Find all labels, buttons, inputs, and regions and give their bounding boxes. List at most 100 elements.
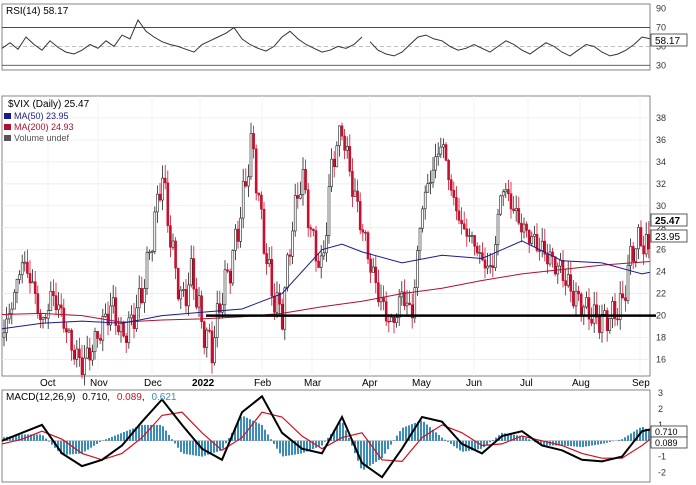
macd-hist-bar — [444, 439, 446, 441]
candle-body — [491, 265, 495, 268]
macd-hist-bar — [474, 440, 476, 450]
candle-body — [93, 331, 97, 353]
candle-body — [228, 270, 232, 284]
x-tick-label: Jul — [520, 378, 533, 389]
macd-tick-label: -2 — [658, 467, 666, 477]
candle-body — [5, 318, 8, 334]
candle-body — [332, 158, 336, 168]
candle-body — [231, 250, 235, 284]
hist-value: 0.621 — [151, 392, 176, 403]
macd-hist-bar — [303, 440, 305, 453]
macd-hist-bar — [48, 440, 50, 442]
macd-hist-bar — [147, 424, 149, 441]
candle-body — [530, 236, 534, 244]
macd-hist-bar — [582, 440, 584, 447]
candle-body — [239, 217, 242, 242]
macd-hist-bar — [576, 440, 578, 447]
macd-hist-bar — [429, 427, 431, 441]
macd-hist-bar — [519, 435, 521, 441]
macd-hist-bar — [210, 440, 212, 454]
macd-hist-bar — [135, 427, 137, 441]
legend-ma200: MA(200) 24.93 — [14, 122, 74, 132]
candle-body — [65, 328, 68, 333]
candle-body — [496, 213, 500, 245]
macd-hist-bar — [627, 435, 629, 441]
macd-hist-bar — [336, 426, 338, 441]
candle-body — [215, 303, 219, 338]
candle-body — [327, 186, 331, 236]
macd-hist-bar — [192, 440, 194, 456]
signal-current-label: 0.089 — [655, 438, 678, 448]
candle-body — [317, 260, 320, 268]
candle-body — [223, 269, 227, 306]
macd-hist-bar — [414, 422, 416, 441]
candle-body — [13, 292, 16, 310]
price-tick-label: 36 — [656, 135, 666, 145]
candle-body — [301, 169, 305, 196]
macd-hist-bar — [525, 437, 527, 441]
x-tick-label: Dec — [144, 378, 162, 389]
macd-hist-bar — [84, 440, 86, 452]
candle-body — [260, 194, 263, 210]
candle-body — [296, 195, 300, 199]
macd-hist-bar — [240, 417, 242, 441]
macd-hist-bar — [420, 420, 422, 441]
macd-hist-bar — [39, 434, 41, 441]
macd-hist-bar — [243, 416, 245, 441]
candle-body — [44, 316, 47, 319]
macd-current-label: 0.710 — [655, 427, 678, 437]
macd-hist-bar — [246, 417, 248, 441]
macd-hist-bar — [132, 428, 134, 441]
macd-hist-bar — [573, 440, 575, 447]
candle-body — [621, 293, 625, 299]
candle-body — [15, 279, 19, 293]
candle-body — [286, 254, 289, 289]
candle-body — [634, 248, 638, 262]
price-tick-label: 30 — [656, 201, 666, 211]
macd-hist-bar — [171, 439, 173, 441]
candle-body — [369, 258, 372, 273]
candle-body — [400, 291, 404, 298]
candle-body — [642, 245, 645, 255]
candle-body — [358, 201, 362, 231]
macd-label: MACD(12,26,9) 0.710, 0.089, 0.621 — [6, 392, 177, 403]
candle-body — [517, 208, 521, 224]
candle-body — [452, 189, 456, 198]
macd-hist-bar — [162, 426, 164, 441]
candle-body — [309, 227, 313, 230]
candle-body — [488, 265, 492, 267]
candle-body — [397, 296, 401, 318]
candle-body — [590, 318, 593, 324]
candle-body — [137, 288, 141, 309]
candle-body — [629, 246, 632, 266]
price-tick-label: 38 — [656, 113, 666, 123]
macd-hist-bar — [174, 440, 176, 444]
candle-body — [254, 148, 258, 194]
macd-hist-bar — [117, 434, 119, 441]
macd-hist-bar — [141, 424, 143, 441]
macd-hist-bar — [462, 440, 464, 452]
candle-body — [127, 317, 131, 343]
macd-hist-bar — [99, 440, 101, 443]
macd-hist-bar — [51, 440, 53, 445]
macd-hist-bar — [399, 431, 401, 441]
macd-hist-bar — [489, 440, 491, 443]
macd-hist-bar — [561, 440, 563, 446]
candle-body — [457, 210, 461, 221]
candle-body — [226, 269, 229, 272]
macd-hist-bar — [105, 439, 107, 441]
x-tick-label: Feb — [254, 378, 272, 389]
macd-hist-bar — [522, 436, 524, 441]
candle-body — [122, 321, 125, 337]
candle-body — [618, 293, 622, 320]
macd-hist-bar — [435, 432, 437, 441]
macd-hist-bar — [390, 440, 392, 445]
candle-body — [356, 190, 359, 202]
x-tick-label: Mar — [304, 378, 322, 389]
macd-hist-bar — [177, 440, 179, 448]
candle-body — [631, 246, 635, 262]
candle-body — [348, 146, 352, 172]
macd-hist-bar — [396, 435, 398, 441]
macd-hist-bar — [351, 440, 353, 446]
macd-hist-bar — [585, 440, 587, 447]
